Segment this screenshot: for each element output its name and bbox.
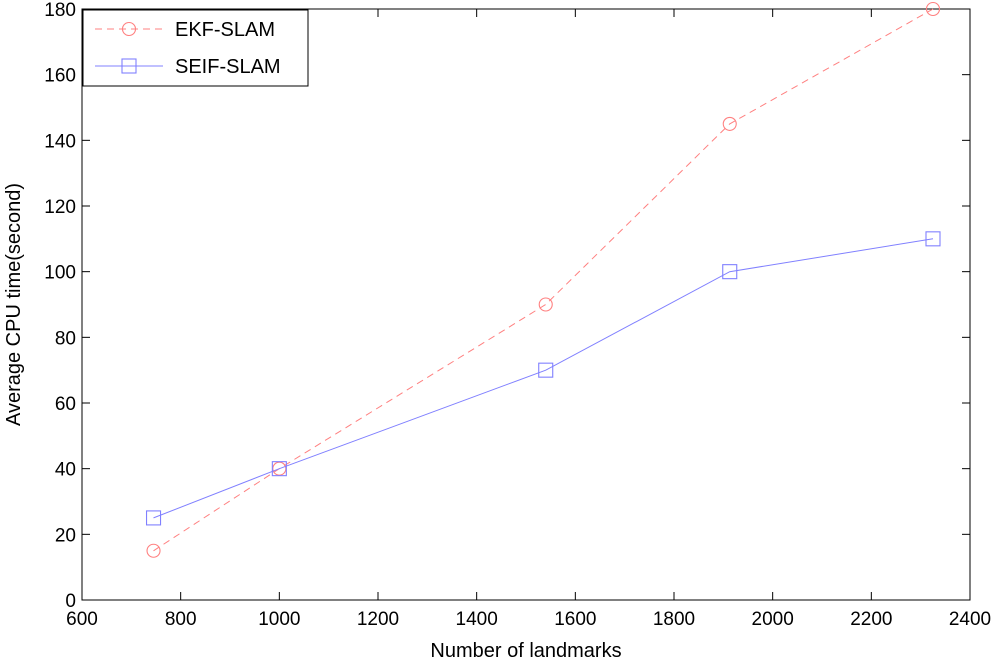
y-tick-label: 140 [44, 131, 76, 152]
data-point [146, 543, 161, 558]
x-tick-label: 800 [165, 609, 197, 630]
x-axis: 600 800 1000 1200 1400 1600 1800 2000 2200 2400 [66, 9, 991, 630]
legend-marker [121, 58, 137, 74]
series-line [153, 238, 934, 519]
plot-area [81, 8, 971, 601]
y-tick-label: 20 [55, 525, 76, 546]
legend: EKF-SLAM SEIF-SLAM [82, 9, 309, 87]
data-point [925, 1, 941, 17]
legend-label: EKF-SLAM [175, 19, 275, 41]
data-point [722, 264, 738, 280]
y-axis: 0 20 40 60 80 100 120 140 160 180 [44, 0, 970, 612]
x-axis-label: Number of landmarks [430, 640, 621, 658]
legend-box [82, 9, 309, 87]
y-tick-label: 60 [55, 394, 76, 415]
x-tick-label: 1800 [653, 609, 695, 630]
legend-label: SEIF-SLAM [175, 56, 281, 78]
y-tick-label: 100 [44, 263, 76, 284]
y-tick-label: 120 [44, 197, 76, 218]
series-line [153, 8, 934, 552]
x-tick-label: 1000 [258, 609, 300, 630]
data-point [538, 297, 553, 312]
y-tick-label: 160 [44, 66, 76, 87]
data-point [145, 510, 162, 526]
series-seif-slam [145, 231, 941, 526]
x-tick-label: 600 [66, 609, 98, 630]
y-axis-label: Average CPU time(second) [3, 183, 25, 426]
series-layer [145, 1, 941, 558]
x-tick-label: 1600 [554, 609, 596, 630]
x-tick-label: 1200 [357, 609, 399, 630]
y-tick-label: 40 [55, 460, 76, 481]
y-tick-label: 180 [44, 0, 76, 21]
data-point [538, 362, 554, 378]
data-point [722, 116, 737, 131]
x-tick-label: 1400 [456, 609, 498, 630]
data-point [925, 231, 941, 247]
legend-marker [121, 21, 137, 37]
x-tick-label: 2400 [949, 609, 991, 630]
y-tick-label: 80 [55, 328, 76, 349]
x-tick-label: 2000 [752, 609, 794, 630]
plot-frame [81, 8, 971, 601]
x-tick-label: 2200 [850, 609, 892, 630]
data-point [271, 461, 287, 477]
y-tick-label: 0 [65, 591, 76, 612]
